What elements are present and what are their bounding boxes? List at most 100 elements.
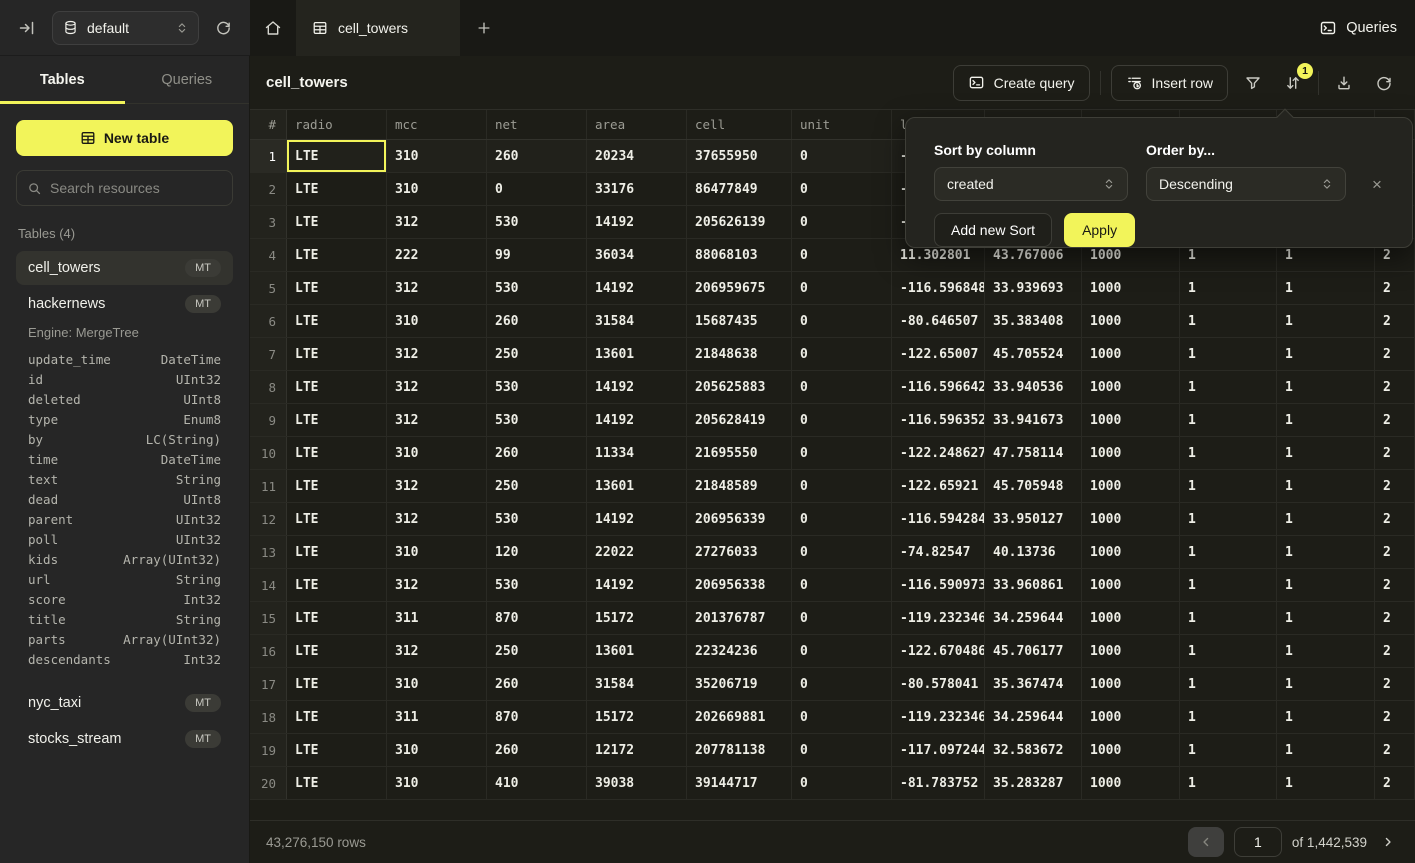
table-cell[interactable]: 33.960861 [985,569,1082,601]
table-cell[interactable]: 0 [792,338,892,370]
column-header[interactable]: cell [687,110,792,139]
add-new-sort-button[interactable]: Add new Sort [934,213,1052,247]
table-cell[interactable]: 312 [387,338,487,370]
table-cell[interactable]: 22022 [587,536,687,568]
table-cell[interactable]: 2 [1375,338,1415,370]
table-cell[interactable]: 870 [487,701,587,733]
table-cell[interactable]: 1 [1277,767,1375,799]
table-cell[interactable]: 2 [1375,437,1415,469]
table-cell[interactable]: 1 [1277,569,1375,601]
table-cell[interactable]: 206956338 [687,569,792,601]
table-cell[interactable]: 1 [1180,371,1277,403]
table-cell[interactable]: LTE [287,635,387,667]
table-cell[interactable]: -74.82547 [892,536,985,568]
table-cell[interactable]: 13601 [587,635,687,667]
sidebar-item-hackernews[interactable]: hackernews MT [16,287,233,321]
table-cell[interactable]: 260 [487,734,587,766]
table-cell[interactable]: 1 [1277,734,1375,766]
table-cell[interactable]: 35.367474 [985,668,1082,700]
table-cell[interactable]: 1000 [1082,338,1180,370]
table-cell[interactable]: LTE [287,503,387,535]
table-cell[interactable]: 27276033 [687,536,792,568]
table-cell[interactable]: 35206719 [687,668,792,700]
table-cell[interactable]: 1 [1180,272,1277,304]
table-cell[interactable]: 31584 [587,668,687,700]
table-cell[interactable]: 1 [1277,470,1375,502]
table-cell[interactable]: 1 [1277,272,1375,304]
table-cell[interactable]: LTE [287,437,387,469]
database-select[interactable]: default [52,11,199,45]
table-cell[interactable]: 1000 [1082,668,1180,700]
table-cell[interactable]: 15172 [587,701,687,733]
table-cell[interactable]: 1000 [1082,503,1180,535]
table-cell[interactable]: 310 [387,668,487,700]
table-cell[interactable]: 0 [792,140,892,172]
table-cell[interactable]: 15172 [587,602,687,634]
table-cell[interactable]: -116.596848 [892,272,985,304]
table-cell[interactable]: 33.950127 [985,503,1082,535]
filter-button[interactable] [1238,68,1268,98]
table-cell[interactable]: 2 [1375,470,1415,502]
table-cell[interactable]: LTE [287,470,387,502]
page-number-input[interactable] [1234,827,1282,857]
insert-row-button[interactable]: Insert row [1111,65,1228,101]
table-cell[interactable]: -117.097244 [892,734,985,766]
table-cell[interactable]: 32.583672 [985,734,1082,766]
create-query-button[interactable]: Create query [953,65,1090,101]
table-cell[interactable]: 33.939693 [985,272,1082,304]
table-cell[interactable]: 1 [1277,371,1375,403]
column-header[interactable]: net [487,110,587,139]
selected-cell[interactable]: LTE [287,140,387,172]
sort-button[interactable]: 1 [1278,68,1308,98]
table-cell[interactable]: 530 [487,371,587,403]
table-cell[interactable]: 312 [387,206,487,238]
sidebar-item-nyc-taxi[interactable]: nyc_taxi MT [16,686,233,720]
table-cell[interactable]: 40.13736 [985,536,1082,568]
table-cell[interactable]: 310 [387,536,487,568]
table-cell[interactable]: 33176 [587,173,687,205]
table-cell[interactable]: 2 [1375,305,1415,337]
table-cell[interactable]: LTE [287,602,387,634]
table-cell[interactable]: 2 [1375,635,1415,667]
table-cell[interactable]: 1 [1277,305,1375,337]
column-header[interactable]: unit [792,110,892,139]
table-cell[interactable]: 870 [487,602,587,634]
table-cell[interactable]: 201376787 [687,602,792,634]
sidebar-tab-tables[interactable]: Tables [0,56,125,103]
column-header[interactable]: mcc [387,110,487,139]
table-cell[interactable]: 1 [1277,602,1375,634]
table-cell[interactable]: 45.705524 [985,338,1082,370]
table-cell[interactable]: 1 [1180,701,1277,733]
table-cell[interactable]: 45.705948 [985,470,1082,502]
table-cell[interactable]: 1 [1277,404,1375,436]
table-cell[interactable]: 120 [487,536,587,568]
table-cell[interactable]: 202669881 [687,701,792,733]
table-cell[interactable]: 1 [1277,503,1375,535]
table-cell[interactable]: 1000 [1082,437,1180,469]
table-cell[interactable]: 2 [1375,404,1415,436]
table-cell[interactable]: 21848638 [687,338,792,370]
table-cell[interactable]: 39038 [587,767,687,799]
table-cell[interactable]: 2 [1375,734,1415,766]
table-cell[interactable]: -81.783752 [892,767,985,799]
table-cell[interactable]: 21848589 [687,470,792,502]
table-cell[interactable]: 31584 [587,305,687,337]
table-cell[interactable]: 1 [1180,602,1277,634]
table-cell[interactable]: 1000 [1082,536,1180,568]
table-cell[interactable]: 1 [1277,338,1375,370]
table-cell[interactable]: 1000 [1082,404,1180,436]
table-cell[interactable]: 14192 [587,404,687,436]
table-cell[interactable]: 0 [792,668,892,700]
table-cell[interactable]: LTE [287,371,387,403]
table-cell[interactable]: -116.590973 [892,569,985,601]
table-cell[interactable]: 2 [1375,569,1415,601]
table-cell[interactable]: 20234 [587,140,687,172]
table-cell[interactable]: 0 [792,470,892,502]
table-cell[interactable]: 2 [1375,536,1415,568]
sort-column-select[interactable]: created [934,167,1128,201]
table-cell[interactable]: LTE [287,668,387,700]
table-cell[interactable]: 260 [487,140,587,172]
table-cell[interactable]: 1000 [1082,470,1180,502]
table-cell[interactable]: 312 [387,371,487,403]
table-cell[interactable]: 310 [387,173,487,205]
